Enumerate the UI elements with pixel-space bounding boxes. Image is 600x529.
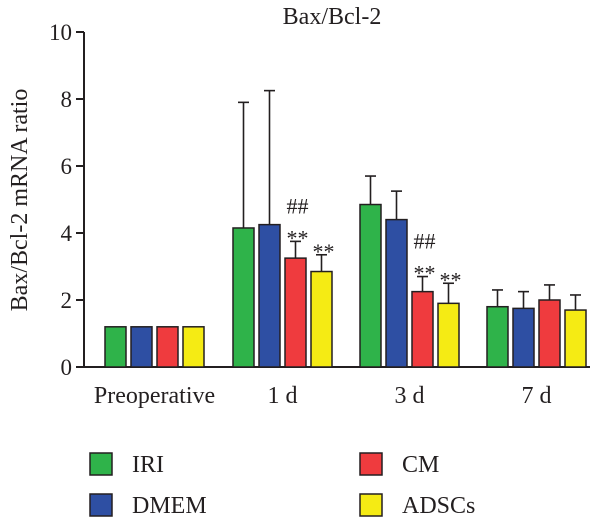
legend: IRI CM DMEM ADSCs — [89, 452, 475, 519]
bar-iri — [104, 326, 127, 368]
bar-iri — [232, 227, 255, 368]
bar-dmem — [258, 223, 281, 368]
bar-adscs — [182, 326, 205, 368]
annotation-stars: ** — [287, 225, 309, 250]
legend-label-dmem: DMEM — [132, 493, 207, 519]
x-category-label: 3 d — [395, 383, 425, 409]
annotation-hash: ## — [287, 193, 309, 218]
bar-cm — [156, 326, 179, 368]
bar-cm — [538, 299, 561, 368]
x-category-label: 7 d — [522, 383, 552, 409]
y-tick-label: 6 — [61, 154, 73, 179]
bar-adscs — [437, 302, 460, 368]
bar-iri — [359, 203, 382, 368]
legend-swatch-dmem — [89, 493, 113, 517]
bar-cm — [284, 257, 307, 368]
y-tick-label: 0 — [61, 355, 73, 380]
bar-cm — [411, 290, 434, 368]
annotation-stars: ** — [440, 267, 462, 292]
chart-title: Bax/Bcl-2 — [283, 4, 382, 30]
bar-iri — [486, 305, 509, 368]
y-tick-label: 10 — [49, 20, 72, 45]
bar-dmem — [130, 326, 153, 368]
y-tick-label: 2 — [61, 288, 73, 313]
legend-swatch-iri — [89, 452, 113, 476]
annotation-stars: ** — [414, 261, 436, 286]
y-tick-label: 8 — [61, 87, 73, 112]
legend-label-cm: CM — [402, 452, 439, 478]
legend-swatch-cm — [359, 452, 383, 476]
y-axis-label: Bax/Bcl-2 mRNA ratio — [7, 89, 33, 312]
x-category-label: Preoperative — [94, 383, 215, 409]
bar-adscs — [310, 270, 333, 368]
annotation-stars: ** — [313, 239, 335, 264]
bar-dmem — [385, 218, 408, 368]
y-tick-label: 4 — [61, 221, 73, 246]
legend-label-iri: IRI — [132, 452, 164, 478]
bar-adscs — [564, 309, 587, 368]
legend-label-adscs: ADSCs — [402, 493, 475, 519]
x-category-label: 1 d — [268, 383, 298, 409]
legend-swatch-adscs — [359, 493, 383, 517]
bar-dmem — [512, 307, 535, 368]
annotation-hash: ## — [414, 229, 436, 254]
